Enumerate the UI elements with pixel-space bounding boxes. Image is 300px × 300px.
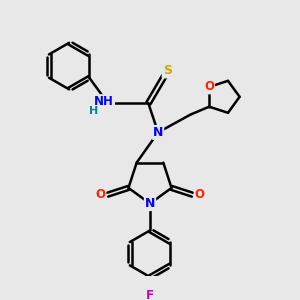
- Text: O: O: [95, 188, 105, 201]
- Text: F: F: [146, 289, 154, 300]
- Text: N: N: [145, 197, 155, 210]
- Text: S: S: [163, 64, 172, 77]
- Text: H: H: [89, 106, 98, 116]
- Text: N: N: [153, 126, 163, 139]
- Text: NH: NH: [94, 95, 114, 108]
- Text: O: O: [195, 188, 205, 201]
- Text: O: O: [204, 80, 214, 93]
